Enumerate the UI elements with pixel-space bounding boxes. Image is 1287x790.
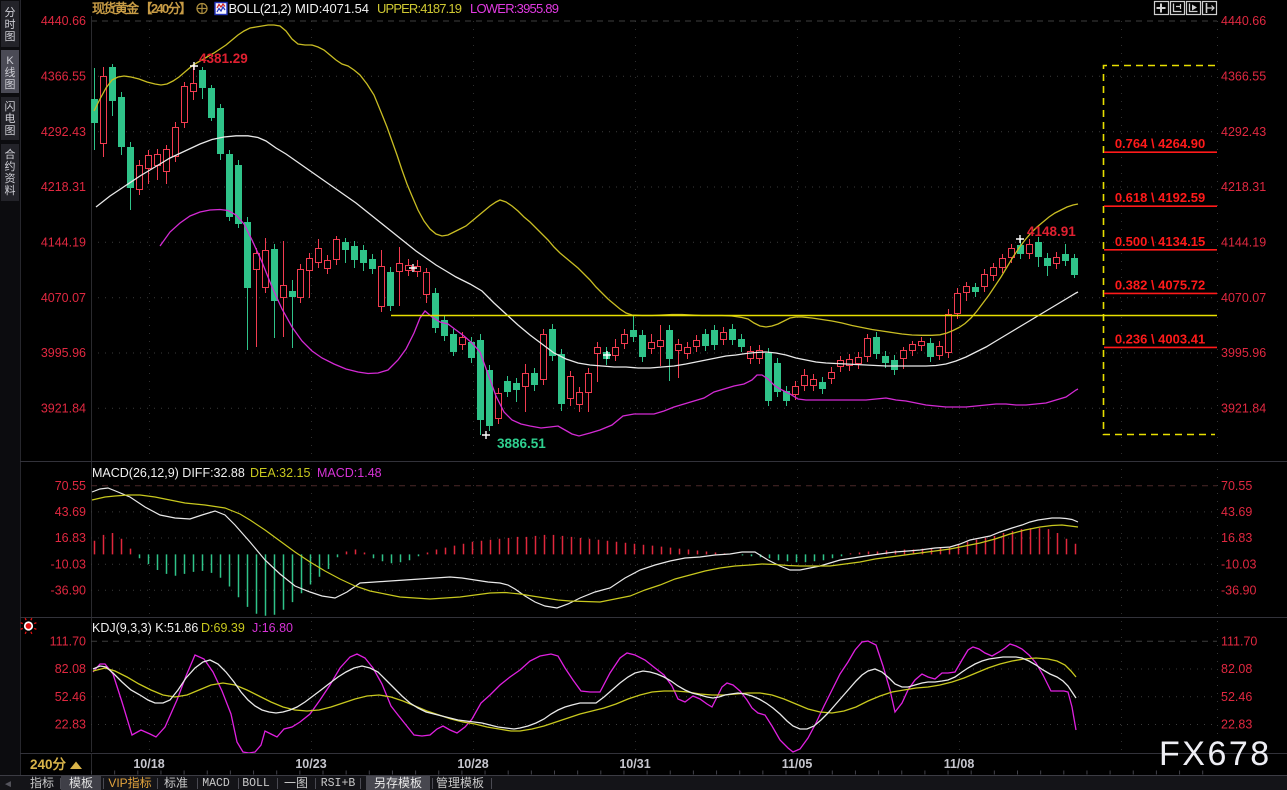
- svg-text:一图: 一图: [284, 776, 308, 790]
- svg-text:10/18: 10/18: [133, 757, 164, 771]
- svg-text:模板: 模板: [69, 776, 93, 790]
- svg-text:3995.96: 3995.96: [41, 346, 86, 360]
- svg-text:70.55: 70.55: [1221, 479, 1252, 493]
- svg-text:4292.43: 4292.43: [41, 125, 86, 139]
- svg-text:DEA:32.15: DEA:32.15: [250, 466, 311, 480]
- svg-text:10/28: 10/28: [457, 757, 488, 771]
- svg-text:线: 线: [5, 65, 16, 79]
- svg-text:时: 时: [5, 18, 16, 31]
- svg-text:合: 合: [5, 147, 16, 161]
- svg-text:◄: ◄: [3, 779, 13, 790]
- svg-text:指标: 指标: [30, 775, 54, 790]
- svg-text:3921.84: 3921.84: [41, 402, 86, 416]
- svg-text:图: 图: [5, 124, 16, 137]
- svg-text:管理模板: 管理模板: [436, 775, 484, 790]
- svg-text:K: K: [6, 55, 14, 67]
- svg-text:另存模板: 另存模板: [374, 776, 422, 790]
- svg-text:4440.66: 4440.66: [1221, 14, 1266, 28]
- svg-text:约: 约: [5, 160, 16, 173]
- svg-text:0.764 \ 4264.90: 0.764 \ 4264.90: [1115, 136, 1205, 151]
- svg-text:UPPER:4187.19: UPPER:4187.19: [377, 1, 462, 16]
- svg-text:料: 料: [5, 183, 16, 197]
- svg-text:82.08: 82.08: [1221, 662, 1252, 676]
- svg-text:4440.66: 4440.66: [41, 14, 86, 28]
- svg-text:4366.55: 4366.55: [1221, 70, 1266, 84]
- svg-text:4292.43: 4292.43: [1221, 125, 1266, 139]
- svg-text:电: 电: [5, 112, 16, 125]
- svg-text:0.236 \ 4003.41: 0.236 \ 4003.41: [1115, 331, 1205, 346]
- svg-text:图: 图: [5, 30, 16, 43]
- svg-text:RSI+B: RSI+B: [321, 777, 356, 790]
- svg-text:240分: 240分: [30, 757, 67, 772]
- svg-text:-10.03: -10.03: [51, 557, 86, 571]
- svg-text:J:16.80: J:16.80: [252, 621, 293, 635]
- svg-text:闪: 闪: [5, 99, 16, 113]
- svg-text:MID:4071.54: MID:4071.54: [295, 1, 369, 16]
- svg-text:FX678: FX678: [1159, 735, 1272, 773]
- svg-text:3886.51: 3886.51: [497, 436, 546, 451]
- svg-text:标准: 标准: [164, 776, 188, 790]
- svg-text:4070.07: 4070.07: [1221, 291, 1266, 305]
- svg-text:22.83: 22.83: [55, 718, 86, 732]
- svg-text:资: 资: [5, 172, 16, 185]
- svg-text:70.55: 70.55: [55, 479, 86, 493]
- svg-text:43.69: 43.69: [1221, 505, 1252, 519]
- svg-text:111.70: 111.70: [1221, 635, 1257, 649]
- svg-text:4381.29: 4381.29: [199, 51, 248, 66]
- svg-text:16.83: 16.83: [1221, 531, 1252, 545]
- svg-text:VIP指标: VIP指标: [108, 775, 151, 790]
- svg-text:图: 图: [5, 78, 16, 91]
- svg-text:BOLL: BOLL: [242, 777, 270, 790]
- svg-text:4366.55: 4366.55: [41, 70, 86, 84]
- svg-text:LOWER:3955.89: LOWER:3955.89: [470, 1, 559, 16]
- svg-text:111.70: 111.70: [50, 635, 86, 649]
- svg-text:22.83: 22.83: [1221, 718, 1252, 732]
- svg-text:4148.91: 4148.91: [1027, 224, 1076, 239]
- svg-text:4144.19: 4144.19: [1221, 236, 1266, 250]
- svg-text:-36.90: -36.90: [51, 584, 86, 598]
- svg-text:10/31: 10/31: [619, 757, 650, 771]
- svg-text:11/08: 11/08: [944, 757, 975, 771]
- svg-text:MACD(26,12,9) DIFF:32.88: MACD(26,12,9) DIFF:32.88: [92, 466, 245, 480]
- svg-text:BOLL(21,2): BOLL(21,2): [229, 1, 292, 16]
- svg-text:0.500 \ 4134.15: 0.500 \ 4134.15: [1115, 234, 1205, 249]
- svg-text:MACD: MACD: [202, 777, 230, 790]
- svg-text:分: 分: [5, 6, 16, 19]
- svg-text:52.46: 52.46: [55, 690, 86, 704]
- svg-text:KDJ(9,3,3) K:51.86: KDJ(9,3,3) K:51.86: [92, 621, 198, 635]
- svg-text:10/23: 10/23: [295, 757, 326, 771]
- svg-text:-36.90: -36.90: [1221, 584, 1256, 598]
- svg-text:11/05: 11/05: [782, 757, 813, 771]
- svg-text:4218.31: 4218.31: [1221, 180, 1266, 194]
- svg-text:0.618 \ 4192.59: 0.618 \ 4192.59: [1115, 190, 1205, 205]
- svg-text:43.69: 43.69: [55, 505, 86, 519]
- svg-text:3921.84: 3921.84: [1221, 402, 1266, 416]
- svg-text:现货黄金 【240分】: 现货黄金 【240分】: [92, 1, 192, 16]
- svg-text:-10.03: -10.03: [1221, 557, 1256, 571]
- svg-text:82.08: 82.08: [55, 662, 86, 676]
- svg-text:3995.96: 3995.96: [1221, 346, 1266, 360]
- svg-text:MACD:1.48: MACD:1.48: [317, 466, 382, 480]
- svg-text:52.46: 52.46: [1221, 690, 1252, 704]
- svg-text:0.382 \ 4075.72: 0.382 \ 4075.72: [1115, 277, 1205, 292]
- svg-text:16.83: 16.83: [55, 531, 86, 545]
- svg-text:4218.31: 4218.31: [41, 180, 86, 194]
- svg-text:4070.07: 4070.07: [41, 291, 86, 305]
- svg-text:D:69.39: D:69.39: [201, 621, 245, 635]
- svg-text:4144.19: 4144.19: [41, 236, 86, 250]
